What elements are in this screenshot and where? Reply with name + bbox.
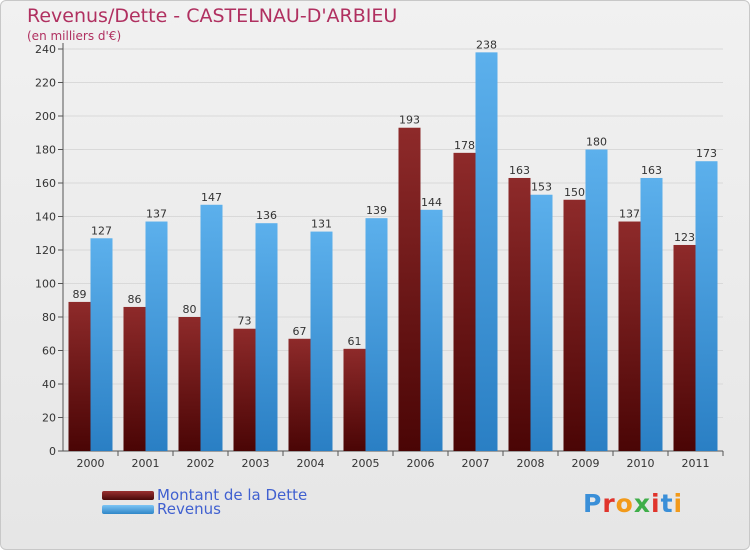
x-tick-label: 2005 [352, 457, 380, 470]
y-tick-label: 100 [35, 278, 56, 291]
y-tick-label: 40 [42, 378, 56, 391]
bar-revenus [255, 223, 278, 451]
bar-dette [508, 177, 531, 451]
bar-revenus [200, 204, 223, 451]
bar-dette [563, 199, 586, 451]
bar-dette [68, 301, 91, 451]
data-label: 144 [421, 196, 442, 209]
data-label: 139 [366, 204, 387, 217]
y-tick-label: 180 [35, 144, 56, 157]
data-label: 180 [586, 136, 607, 149]
data-label: 73 [238, 315, 252, 328]
y-tick-label: 160 [35, 177, 56, 190]
bar-revenus [145, 221, 168, 451]
bar-revenus [420, 209, 443, 451]
x-tick-label: 2003 [242, 457, 270, 470]
x-tick-label: 2006 [407, 457, 435, 470]
x-tick-label: 2009 [572, 457, 600, 470]
y-tick-label: 220 [35, 77, 56, 90]
bar-dette [233, 328, 256, 451]
data-label: 163 [509, 164, 530, 177]
y-tick-label: 0 [49, 445, 56, 458]
data-label: 80 [183, 303, 197, 316]
data-label: 67 [293, 325, 307, 338]
data-label: 137 [146, 208, 167, 221]
y-tick-label: 200 [35, 110, 56, 123]
data-label: 123 [674, 231, 695, 244]
data-label: 238 [476, 38, 497, 51]
bar-revenus [310, 231, 333, 451]
x-tick-label: 2007 [462, 457, 490, 470]
y-tick-label: 240 [35, 43, 56, 56]
legend-label-revenus: Revenus [157, 500, 221, 518]
data-label: 163 [641, 164, 662, 177]
bar-revenus [640, 177, 663, 451]
bar-dette [398, 127, 421, 451]
bar-dette [453, 152, 476, 451]
bar-dette [178, 317, 201, 451]
bar-revenus [90, 238, 113, 451]
data-label: 153 [531, 181, 552, 194]
x-tick-label: 2002 [187, 457, 215, 470]
bar-dette [343, 348, 366, 451]
chart-subtitle: (en milliers d'€) [27, 29, 122, 43]
legend-swatch-revenus [102, 504, 154, 514]
y-tick-label: 60 [42, 345, 56, 358]
data-label: 150 [564, 186, 585, 199]
data-label: 147 [201, 191, 222, 204]
legend-label-debt: Montant de la Dette [157, 486, 308, 504]
data-label: 86 [128, 293, 142, 306]
legend-item-revenus: Revenus [102, 500, 221, 518]
x-tick-label: 2008 [517, 457, 545, 470]
x-tick-label: 2000 [77, 457, 105, 470]
y-tick-label: 20 [42, 412, 56, 425]
data-label: 173 [696, 147, 717, 160]
y-tick-label: 80 [42, 311, 56, 324]
chart-title: Revenus/Dette - CASTELNAU-D'ARBIEU [27, 5, 398, 27]
bar-revenus [585, 149, 608, 451]
x-tick-label: 2001 [132, 457, 160, 470]
data-label: 61 [348, 335, 362, 348]
x-tick-label: 2004 [297, 457, 325, 470]
data-label: 89 [73, 288, 87, 301]
data-label: 193 [399, 114, 420, 127]
data-label: 127 [91, 224, 112, 237]
bar-dette [618, 221, 641, 451]
legend-item-debt: Montant de la Dette [102, 486, 308, 504]
data-label: 178 [454, 139, 475, 152]
x-tick-label: 2010 [627, 457, 655, 470]
data-label: 137 [619, 208, 640, 221]
bar-dette [288, 338, 311, 451]
y-tick-label: 140 [35, 211, 56, 224]
data-label: 136 [256, 209, 277, 222]
y-tick-label: 120 [35, 244, 56, 257]
proxiti-logo: Proxiti [583, 489, 684, 518]
legend-swatch-debt [102, 490, 154, 500]
bar-revenus [475, 52, 498, 451]
bar-dette [123, 306, 146, 451]
bar-revenus [530, 194, 553, 451]
bar-revenus [695, 161, 718, 451]
x-tick-label: 2011 [682, 457, 710, 470]
bar-dette [673, 244, 696, 451]
data-label: 131 [311, 218, 332, 231]
bar-revenus [365, 218, 388, 451]
